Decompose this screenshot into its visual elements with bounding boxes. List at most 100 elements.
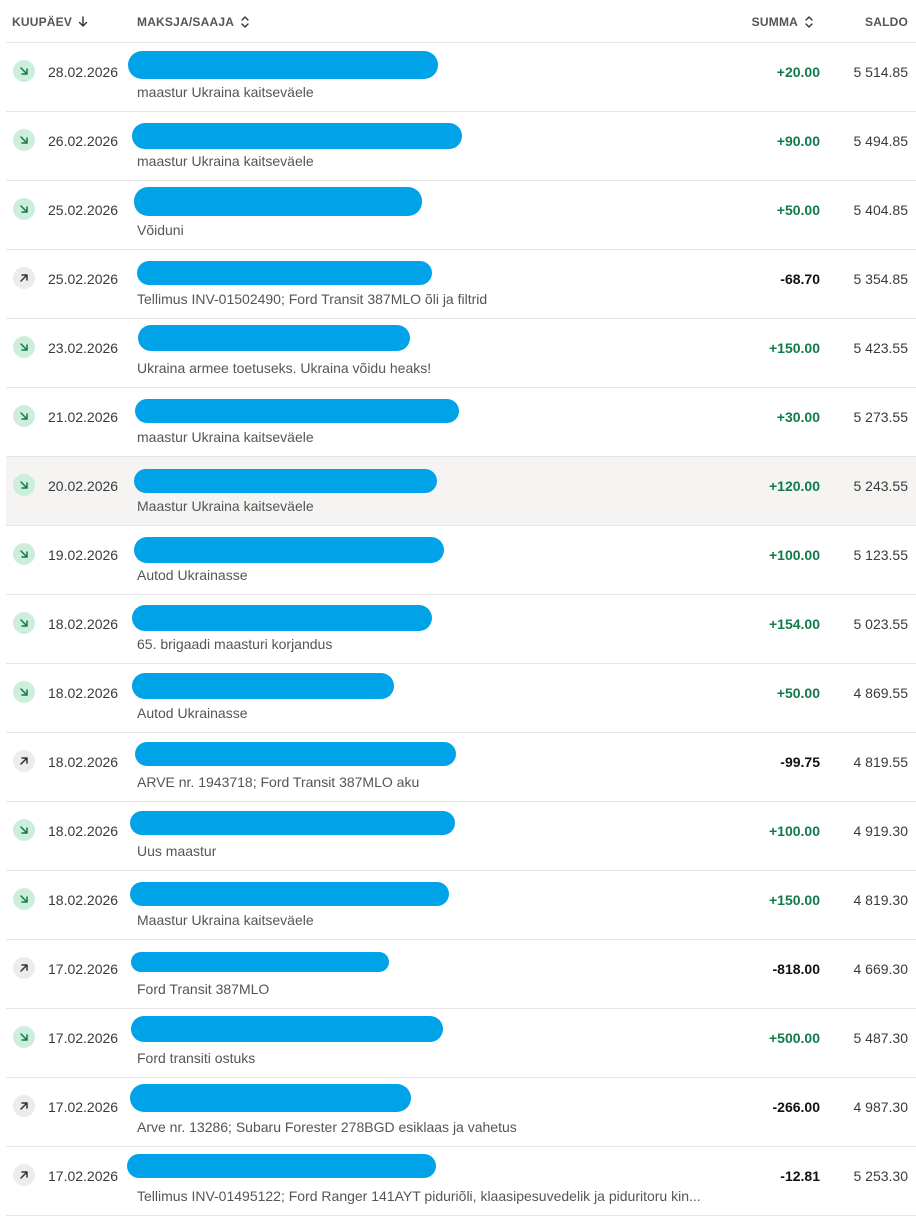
transaction-date: 17.02.2026 — [48, 1168, 119, 1184]
transaction-description: Ford transiti ostuks — [137, 1050, 256, 1066]
date-column-header[interactable]: KUUPÄEV — [12, 15, 88, 29]
table-row[interactable]: 25.02.2026 Võiduni +50.00 5 404.85 — [6, 181, 916, 250]
transaction-amount: +50.00 — [776, 202, 820, 218]
transaction-date: 26.02.2026 — [48, 133, 119, 149]
sort-toggle-icon — [804, 15, 814, 29]
table-row[interactable]: 19.02.2026 Autod Ukrainasse +100.00 5 123.5… — [6, 526, 916, 595]
transaction-date: 18.02.2026 — [48, 754, 119, 770]
arrow-up-right-icon — [13, 1164, 35, 1186]
transaction-balance: 4 669.30 — [853, 961, 909, 977]
arrow-up-right-icon — [13, 267, 35, 289]
transaction-amount: +20.00 — [776, 64, 820, 80]
transaction-balance: 5 487.30 — [853, 1030, 909, 1046]
transaction-description: 65. brigaadi maasturi korjandus — [137, 636, 333, 652]
transaction-balance: 5 354.85 — [853, 271, 909, 287]
redacted-party-name — [137, 261, 432, 285]
redacted-party-name — [130, 1084, 411, 1112]
transaction-balance: 5 404.85 — [853, 202, 909, 218]
transaction-date: 20.02.2026 — [48, 478, 119, 494]
transaction-amount: -266.00 — [772, 1099, 820, 1115]
arrow-down-right-icon — [13, 60, 35, 82]
transaction-date: 18.02.2026 — [48, 616, 119, 632]
redacted-party-name — [127, 1154, 436, 1178]
transaction-date: 17.02.2026 — [48, 961, 119, 977]
transaction-balance: 5 273.55 — [853, 409, 909, 425]
table-row[interactable]: 23.02.2026 Ukraina armee toetuseks. Ukrai… — [6, 319, 916, 388]
transaction-date: 18.02.2026 — [48, 823, 119, 839]
table-row[interactable]: 18.02.2026 Maastur Ukraina kaitseväele +15… — [6, 871, 916, 940]
transaction-date: 18.02.2026 — [48, 685, 119, 701]
transaction-description: Ford Transit 387MLO — [137, 981, 270, 997]
arrow-down-right-icon — [13, 1026, 35, 1048]
transaction-amount: +150.00 — [769, 340, 820, 356]
transaction-balance: 5 123.55 — [853, 547, 909, 563]
arrow-down-right-icon — [13, 543, 35, 565]
arrow-down-right-icon — [13, 888, 35, 910]
transaction-date: 25.02.2026 — [48, 202, 119, 218]
transaction-description: Võiduni — [137, 222, 184, 238]
arrow-down-right-icon — [13, 474, 35, 496]
transaction-balance: 4 987.30 — [853, 1099, 909, 1115]
party-column-header[interactable]: MAKSJA/SAAJA — [137, 15, 250, 29]
table-row[interactable]: 21.02.2026 maastur Ukraina kaitseväele +30… — [6, 388, 916, 457]
redacted-party-name — [131, 952, 389, 972]
table-row[interactable]: 26.02.2026 maastur Ukraina kaitseväele +90… — [6, 112, 916, 181]
arrow-up-right-icon — [13, 957, 35, 979]
sort-toggle-icon — [240, 15, 250, 29]
redacted-party-name — [135, 399, 459, 423]
transaction-description: Tellimus INV-01502490; Ford Transit 387M… — [137, 291, 488, 307]
transaction-amount: -12.81 — [780, 1168, 820, 1184]
redacted-party-name — [132, 673, 394, 699]
table-row[interactable]: 20.02.2026 Maastur Ukraina kaitseväele +12… — [6, 457, 916, 526]
table-row[interactable]: 18.02.2026 Autod Ukrainasse +50.00 4 869.55 — [6, 664, 916, 733]
arrow-down-right-icon — [13, 129, 35, 151]
transaction-description: Ukraina armee toetuseks. Ukraina võidu h… — [137, 360, 432, 376]
arrow-down-right-icon — [13, 405, 35, 427]
amount-column-header[interactable]: SUMMA — [752, 15, 814, 29]
arrow-down-right-icon — [13, 336, 35, 358]
balance-column-header: SALDO — [865, 15, 908, 29]
transaction-date: 23.02.2026 — [48, 340, 119, 356]
transaction-date: 18.02.2026 — [48, 892, 119, 908]
arrow-down-right-icon — [13, 681, 35, 703]
date-column-label: KUUPÄEV — [12, 15, 73, 29]
transaction-amount: +154.00 — [769, 616, 820, 632]
transaction-balance: 5 423.55 — [853, 340, 909, 356]
transaction-amount: +50.00 — [776, 685, 820, 701]
arrow-down-right-icon — [13, 612, 35, 634]
transaction-date: 21.02.2026 — [48, 409, 119, 425]
redacted-party-name — [134, 469, 437, 493]
table-row[interactable]: 17.02.2026 Ford Transit 387MLO -818.00 4 66… — [6, 940, 916, 1009]
transaction-balance: 5 253.30 — [853, 1168, 909, 1184]
table-row[interactable]: 25.02.2026 Tellimus INV-01502490; Ford Tr… — [6, 250, 916, 319]
redacted-party-name — [132, 123, 462, 149]
table-row[interactable]: 17.02.2026 Arve nr. 13286; Subaru Foreste… — [6, 1078, 916, 1147]
transaction-description: Autod Ukrainasse — [137, 567, 248, 583]
redacted-party-name — [130, 882, 449, 906]
arrow-down-right-icon — [13, 819, 35, 841]
table-row[interactable]: 17.02.2026 Ford transiti ostuks +500.00 5 4… — [6, 1009, 916, 1078]
table-row[interactable]: 18.02.2026 Uus maastur +100.00 4 919.30 — [6, 802, 916, 871]
redacted-party-name — [132, 605, 432, 631]
transaction-balance: 5 494.85 — [853, 133, 909, 149]
arrow-up-right-icon — [13, 1095, 35, 1117]
transaction-description: maastur Ukraina kaitseväele — [137, 84, 314, 100]
transaction-amount: -99.75 — [780, 754, 820, 770]
table-row[interactable]: 28.02.2026 maastur Ukraina kaitseväele +20… — [6, 43, 916, 112]
transactions-list: 28.02.2026 maastur Ukraina kaitseväele +20… — [6, 43, 916, 1216]
transaction-balance: 4 919.30 — [853, 823, 909, 839]
transaction-description: maastur Ukraina kaitseväele — [137, 429, 314, 445]
table-row[interactable]: 18.02.2026 65. brigaadi maasturi korjandu… — [6, 595, 916, 664]
transaction-balance: 4 869.55 — [853, 685, 909, 701]
table-row[interactable]: 17.02.2026 Tellimus INV-01495122; Ford Ra… — [6, 1147, 916, 1216]
transaction-date: 19.02.2026 — [48, 547, 119, 563]
transaction-description: Maastur Ukraina kaitseväele — [137, 498, 314, 514]
transaction-date: 28.02.2026 — [48, 64, 119, 80]
redacted-party-name — [138, 325, 410, 351]
table-row[interactable]: 18.02.2026 ARVE nr. 1943718; Ford Transit… — [6, 733, 916, 802]
transaction-amount: +500.00 — [769, 1030, 820, 1046]
redacted-party-name — [131, 1016, 443, 1042]
redacted-party-name — [134, 187, 422, 216]
transaction-description: Autod Ukrainasse — [137, 705, 248, 721]
transaction-date: 17.02.2026 — [48, 1030, 119, 1046]
